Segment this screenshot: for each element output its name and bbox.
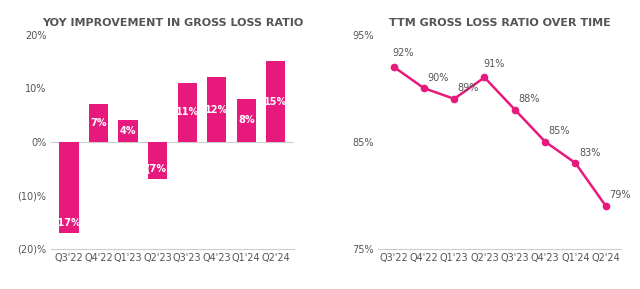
Text: 11%: 11% [175, 107, 199, 117]
Text: 88%: 88% [518, 94, 540, 104]
Title: TTM GROSS LOSS RATIO OVER TIME: TTM GROSS LOSS RATIO OVER TIME [388, 18, 611, 28]
Text: 79%: 79% [609, 190, 631, 200]
Text: 85%: 85% [548, 126, 570, 136]
Text: (17%): (17%) [53, 218, 85, 228]
Bar [237, 99, 256, 142]
Bar [60, 142, 79, 232]
Bar [266, 62, 285, 142]
Text: 92%: 92% [392, 48, 413, 58]
Text: 8%: 8% [238, 115, 255, 125]
Bar [177, 83, 196, 142]
Bar [207, 77, 227, 142]
Bar [89, 104, 108, 142]
Text: 89%: 89% [458, 84, 479, 93]
Text: 12%: 12% [205, 105, 228, 114]
Bar [148, 142, 167, 179]
Text: 7%: 7% [90, 118, 107, 128]
Bar [118, 120, 138, 142]
Text: 15%: 15% [264, 97, 287, 107]
Title: YOY IMPROVEMENT IN GROSS LOSS RATIO: YOY IMPROVEMENT IN GROSS LOSS RATIO [42, 18, 303, 28]
Text: 83%: 83% [579, 148, 600, 158]
Text: 91%: 91% [483, 59, 504, 69]
Text: 4%: 4% [120, 126, 136, 136]
Text: 90%: 90% [428, 73, 449, 83]
Text: (7%): (7%) [145, 164, 170, 175]
